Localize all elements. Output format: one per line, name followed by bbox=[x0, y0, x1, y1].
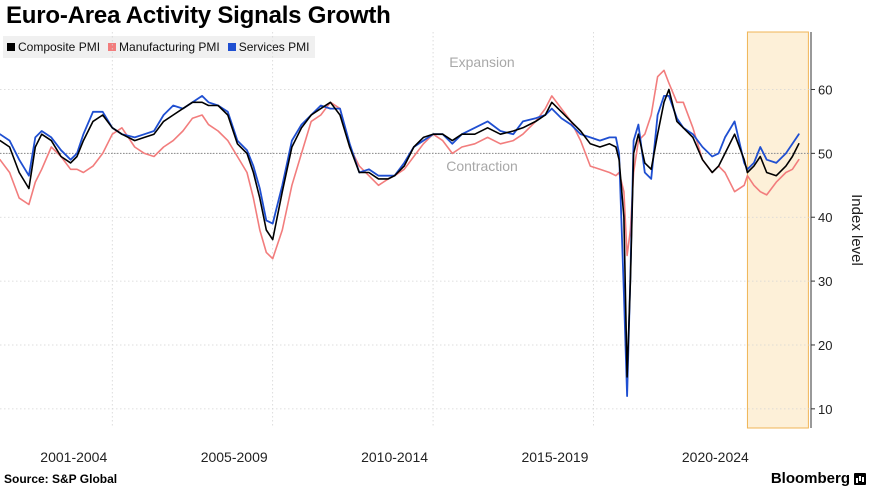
legend: Composite PMI Manufacturing PMI Services… bbox=[3, 36, 316, 58]
x-tick-label: 2020-2024 bbox=[682, 449, 749, 465]
y-tick-label: 10 bbox=[818, 402, 832, 417]
x-tick-label: 2001-2004 bbox=[40, 449, 107, 465]
terminal-icon bbox=[854, 472, 866, 485]
brand-text: Bloomberg bbox=[770, 470, 850, 487]
legend-item-composite: Composite PMI bbox=[7, 40, 100, 54]
legend-swatch-services bbox=[227, 43, 236, 51]
series-manufacturing-line bbox=[0, 69, 800, 260]
x-tick-label: 2005-2009 bbox=[201, 449, 268, 465]
y-tick-label: 60 bbox=[818, 82, 832, 97]
legend-item-manufacturing: Manufacturing PMI bbox=[108, 40, 220, 54]
y-axis-title: Index level bbox=[848, 194, 865, 266]
series-services-line bbox=[0, 95, 800, 398]
y-tick-label: 40 bbox=[818, 210, 832, 225]
legend-item-services: Services PMI bbox=[227, 40, 310, 54]
legend-swatch-composite bbox=[7, 43, 15, 51]
series-composite-line bbox=[0, 88, 800, 378]
y-tick-label: 30 bbox=[818, 274, 832, 289]
y-tick-label: 20 bbox=[818, 338, 832, 353]
legend-label-composite: Composite PMI bbox=[18, 40, 101, 54]
annotation-expansion: Expansion bbox=[449, 54, 514, 70]
highlight-region bbox=[746, 31, 809, 429]
legend-label-services: Services PMI bbox=[238, 40, 310, 54]
chart-title: Euro-Area Activity Signals Growth bbox=[6, 2, 391, 29]
y-tick-label: 50 bbox=[818, 146, 832, 161]
bloomberg-logo: Bloomberg bbox=[771, 470, 866, 487]
source-note: Source: S&P Global bbox=[4, 472, 118, 486]
annotation-contraction: Contraction bbox=[446, 158, 518, 174]
legend-label-manufacturing: Manufacturing PMI bbox=[119, 40, 220, 54]
x-tick-label: 2015-2019 bbox=[521, 449, 588, 465]
legend-swatch-manufacturing bbox=[108, 43, 117, 51]
x-tick-label: 2010-2014 bbox=[361, 449, 428, 465]
